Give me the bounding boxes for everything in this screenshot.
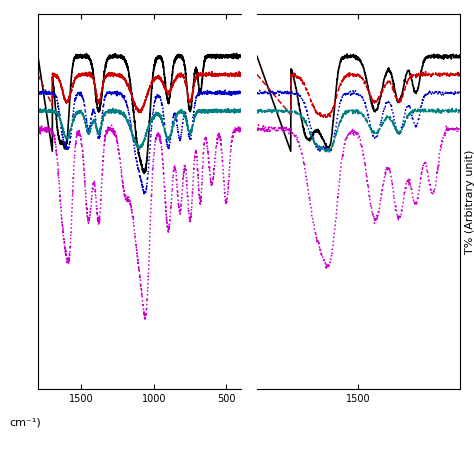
Y-axis label: T% (Arbitrary unit): T% (Arbitrary unit) [465, 149, 474, 254]
Text: cm⁻¹): cm⁻¹) [9, 417, 41, 427]
